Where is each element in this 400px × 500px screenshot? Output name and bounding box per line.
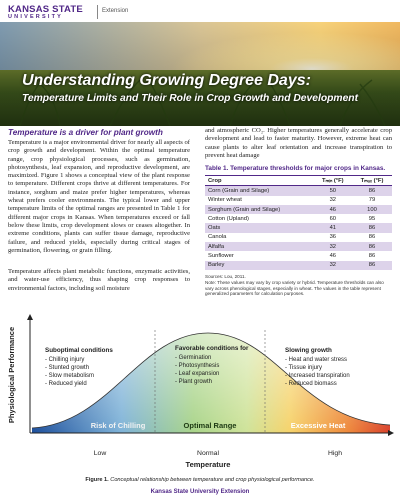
panel-item: - Heat and water stress (285, 357, 347, 363)
y-axis-arrow (27, 314, 33, 320)
table-note: Note: These values may vary by crop vari… (205, 280, 384, 297)
table-row: Canola 36 86 (205, 233, 392, 242)
panel-item: - Germination (175, 355, 211, 361)
table-cell: 46 (313, 204, 352, 215)
table-row: Oats 41 86 (205, 223, 392, 233)
figure: Physiological Performance Temperature Su… (7, 314, 394, 469)
panel-title: Suboptimal conditions (45, 347, 113, 354)
hero-subtitle: Temperature Limits and Their Role in Cro… (22, 93, 359, 104)
table-cell: 46 (329, 253, 337, 260)
panel-item: - Reduced biomass (285, 381, 337, 387)
unit-name: Extension (102, 8, 129, 14)
table-cell: 32 (329, 197, 337, 204)
table-cell: Cotton (Upland) (208, 215, 249, 222)
logo-line-1: KANSAS STATE (8, 4, 83, 15)
section-heading: Temperature is a driver for plant growth (8, 128, 163, 137)
table-cell: 41 (313, 223, 352, 233)
table-row: Sorghum (Grain and Silage) 46 100 (205, 204, 392, 215)
table-cell: 50 (313, 185, 352, 196)
panel-item: - Chilling injury (45, 357, 84, 363)
curve-highlight (32, 333, 390, 433)
table-cell: 86 (351, 260, 392, 270)
panel-item: - Reduced yield (45, 381, 87, 387)
panel-item: - Plant growth (175, 379, 212, 385)
hero-title: Understanding Growing Degree Days: (22, 72, 311, 89)
table-row: Corn (Grain and Silage) 50 86 (205, 185, 392, 196)
x-tick-label: High (328, 450, 342, 457)
performance-curve (31, 332, 391, 429)
figure-caption-text: Conceptual relationship between temperat… (110, 477, 315, 483)
table-row: Sunflower 46 86 (205, 251, 392, 260)
table-cell: Sunflower (208, 253, 234, 260)
table-cell: 86 (368, 234, 376, 241)
table-row: Cotton (Upland) 60 95 (205, 214, 392, 223)
table-cell: 86 (351, 242, 392, 252)
table-cell: 32 (313, 242, 352, 252)
table-header-cell: Tₘᵢₙ (°F) (313, 174, 352, 187)
paragraph: Temperature affects plant metabolic func… (8, 268, 190, 292)
table: Crop Tₘᵢₙ (°F) Tₘₐₓ (°F) Corn (Grain and S… (205, 174, 392, 270)
logo-line-2: UNIVERSITY (8, 14, 64, 20)
panel-item: - Photosynthesis (175, 363, 219, 369)
table-cell: 86 (351, 223, 392, 233)
table-sources: Sources: Lou, 2011. (205, 274, 246, 279)
zone-label: Risk of Chilling (91, 421, 146, 430)
table-row: Winter wheat 32 79 (205, 196, 392, 205)
table-header-row: Crop Tₘᵢₙ (°F) Tₘₐₓ (°F) (205, 174, 392, 187)
x-axis-arrow (388, 430, 394, 436)
panel-item: - Tissue injury (285, 365, 322, 371)
panel-item: - Leaf expansion (175, 371, 219, 377)
table-cell: Sorghum (Grain and Silage) (205, 204, 314, 215)
table-cell: Oats (205, 223, 314, 233)
panel-item: - Stunted growth (45, 365, 89, 371)
panel-item: - Increased transpiration (285, 373, 350, 379)
table-row: Barley 32 86 (205, 260, 392, 270)
table-cell: 36 (329, 234, 337, 241)
table-row: Alfalfa 32 86 (205, 242, 392, 252)
hero-image (0, 22, 400, 126)
table-header-cell: Tₘₐₓ (°F) (351, 174, 392, 187)
figure-caption: Figure 1. Conceptual relationship betwee… (0, 477, 400, 483)
paragraph: Temperature is a major environmental dri… (8, 139, 190, 254)
panel-title: Slowing growth (285, 347, 332, 354)
table-cell: 86 (351, 185, 392, 196)
table-header-cell: Crop (205, 174, 314, 187)
panel-title: Favorable conditions for (175, 345, 249, 352)
figure-caption-label: Figure 1. (85, 477, 109, 483)
x-axis-label: Temperature (186, 460, 231, 469)
zone-label: Excessive Heat (291, 421, 346, 430)
table-cell: 100 (351, 204, 392, 215)
logo-divider (97, 5, 98, 19)
table-cell: Alfalfa (205, 242, 314, 252)
paragraph: and atmospheric CO₂. Higher temperatures… (205, 127, 392, 159)
zone-label: Optimal Range (184, 421, 237, 430)
table-caption: Table 1. Temperature thresholds for majo… (205, 165, 386, 172)
table-cell: 60 (329, 215, 337, 222)
table-body: Corn (Grain and Silage) 50 86 Winter wheat 3… (205, 185, 392, 270)
table-cell: 32 (313, 260, 352, 270)
x-tick-label: Low (94, 450, 107, 457)
footer: Kansas State University Extension (150, 489, 250, 495)
table-cell: 95 (368, 215, 376, 222)
table-cell: Barley (205, 260, 314, 270)
table-cell: 79 (368, 197, 376, 204)
panel-item: - Slow metabolism (45, 373, 94, 379)
table-cell: Canola (208, 234, 227, 241)
x-tick-label: Normal (197, 450, 219, 457)
y-axis-label: Physiological Performance (7, 327, 16, 423)
table-cell: Corn (Grain and Silage) (205, 185, 314, 196)
table-cell: 86 (368, 253, 376, 260)
table-cell: Winter wheat (208, 197, 242, 204)
